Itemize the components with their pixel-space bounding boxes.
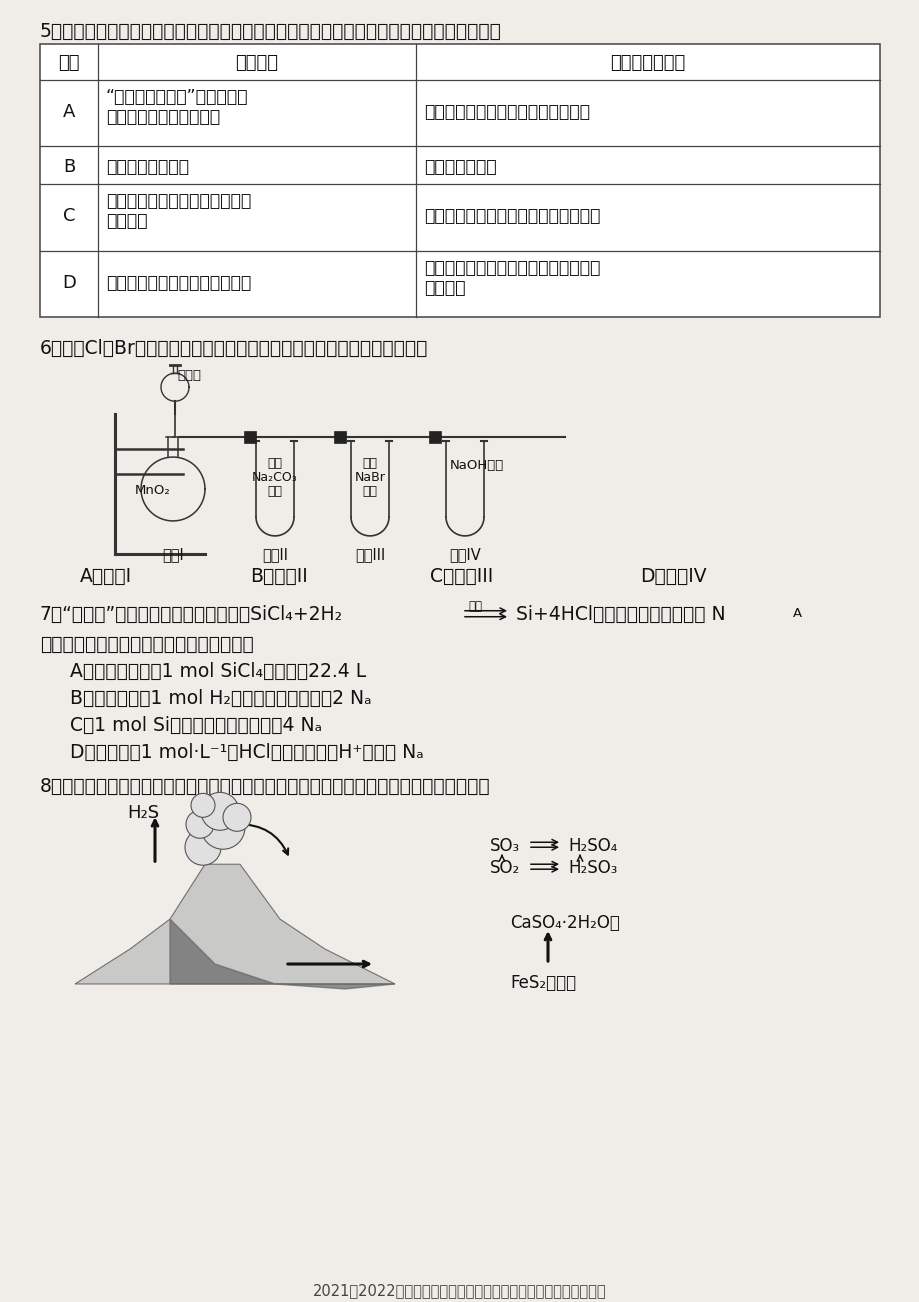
Text: 溶液: 溶液 [267, 486, 282, 497]
Circle shape [200, 806, 244, 849]
Circle shape [185, 829, 221, 866]
Text: 装置I: 装置I [162, 547, 184, 562]
Text: 2021～2022学年佛山市普通高中教学质量检测（一）高三化学试卷: 2021～2022学年佛山市普通高中教学质量检测（一）高三化学试卷 [312, 1284, 607, 1298]
Text: 氨气极易溶于水: 氨气极易溶于水 [424, 158, 496, 176]
Text: 7．“中国芯”的主要原料是单晶硅，反应SiCl₄+2H₂: 7．“中国芯”的主要原料是单晶硅，反应SiCl₄+2H₂ [40, 604, 343, 624]
Text: “日照香炉生紫烟”描述了阳光: “日照香炉生紫烟”描述了阳光 [106, 87, 248, 105]
Text: D．装置IV: D．装置IV [640, 566, 706, 586]
Text: A．标准状况下，1 mol SiCl₄的体积为22.4 L: A．标准状况下，1 mol SiCl₄的体积为22.4 L [70, 661, 366, 681]
Circle shape [186, 810, 214, 838]
Circle shape [191, 793, 215, 818]
Text: 透过水雾形成的唯美景观: 透过水雾形成的唯美景观 [106, 108, 220, 126]
Bar [40, 44, 879, 318]
Text: 8．火山喷发是硫元素在自然界中转化的重要途径，反应过程如图所示。下列说法错误的是: 8．火山喷发是硫元素在自然界中转化的重要途径，反应过程如图所示。下列说法错误的是 [40, 777, 490, 797]
Text: D: D [62, 275, 76, 293]
Circle shape [222, 803, 251, 831]
Text: 为阿伏加德罗常数的值，下列说法正确的是: 为阿伏加德罗常数的值，下列说法正确的是 [40, 634, 254, 654]
Text: 科学家设计精妙的路线合成新药: 科学家设计精妙的路线合成新药 [106, 275, 251, 293]
Text: SO₂: SO₂ [490, 859, 519, 878]
Circle shape [200, 793, 239, 831]
Text: D．常温下，1 mol·L⁻¹的HCl溶液中含有的H⁺数目为 Nₐ: D．常温下，1 mol·L⁻¹的HCl溶液中含有的H⁺数目为 Nₐ [70, 742, 423, 762]
Text: Na₂CO₃: Na₂CO₃ [252, 471, 298, 484]
Polygon shape [75, 865, 394, 984]
Text: 装置IV: 装置IV [448, 547, 481, 562]
Text: 水雾属于气溶胶，能产生丁达尔现象: 水雾属于气溶胶，能产生丁达尔现象 [424, 103, 589, 121]
Polygon shape [170, 919, 394, 990]
Text: A: A [62, 103, 75, 121]
Text: FeS₂等矿物: FeS₂等矿物 [509, 974, 575, 992]
Text: C．1 mol Si中含有的共价键数目为4 Nₐ: C．1 mol Si中含有的共价键数目为4 Nₐ [70, 716, 322, 734]
Text: C: C [62, 207, 75, 224]
Text: NaBr: NaBr [354, 471, 385, 484]
Text: B: B [62, 158, 75, 176]
Text: 溶液: 溶液 [362, 486, 377, 497]
Text: B．当反应消耗1 mol H₂时，转移的电子数为2 Nₐ: B．当反应消耗1 mol H₂时，转移的电子数为2 Nₐ [70, 689, 371, 707]
Text: 分子模型: 分子模型 [106, 211, 147, 229]
Text: C．装置III: C．装置III [429, 566, 493, 586]
Bar [244, 431, 255, 443]
Text: 装置III: 装置III [355, 547, 385, 562]
Text: 装置II: 装置II [262, 547, 288, 562]
Text: CaSO₄·2H₂O等: CaSO₄·2H₂O等 [509, 914, 619, 932]
Text: B．装置II: B．装置II [250, 566, 308, 586]
Text: 5．化学之美美不胜收，值得去品味，去欣赏。下列化学之美与所涉及的化学知识不相符的是: 5．化学之美美不胜收，值得去品味，去欣赏。下列化学之美与所涉及的化学知识不相符的… [40, 22, 502, 40]
Text: A．装置I: A．装置I [80, 566, 132, 586]
Text: 选项: 选项 [58, 53, 80, 72]
Bar [428, 431, 440, 443]
Text: 苯和: 苯和 [362, 457, 377, 470]
Text: 化学知识及应用: 化学知识及应用 [609, 53, 685, 72]
Text: 氨气形成美丽喷泉: 氨气形成美丽喷泉 [106, 158, 188, 176]
Text: H₂SO₃: H₂SO₃ [567, 859, 617, 878]
Text: SO₃: SO₃ [490, 837, 519, 855]
Text: 乙烯、苯、环己烷均为平面轴对称结构: 乙烯、苯、环己烷均为平面轴对称结构 [424, 207, 600, 224]
Text: 高温: 高温 [468, 600, 482, 613]
Text: 用小球、棍棒组装精美的有机物: 用小球、棍棒组装精美的有机物 [106, 191, 251, 210]
Text: 6．比较Cl与Br非金属性强弱的实验装置如图所示，仪器及药品均正确的是: 6．比较Cl与Br非金属性强弱的实验装置如图所示，仪器及药品均正确的是 [40, 340, 428, 358]
Text: 饱和: 饱和 [267, 457, 282, 470]
Text: A: A [792, 607, 801, 620]
Text: 方向进行: 方向进行 [424, 280, 465, 297]
Text: H₂SO₄: H₂SO₄ [567, 837, 617, 855]
Text: MnO₂: MnO₂ [135, 484, 171, 497]
Text: H₂S: H₂S [127, 805, 159, 823]
Text: 化学之美: 化学之美 [235, 53, 278, 72]
Text: Si+4HCl可用于纯硅的制备。设 N: Si+4HCl可用于纯硅的制备。设 N [516, 604, 725, 624]
Bar [334, 431, 346, 443]
Text: 浓盐酸: 浓盐酸 [176, 370, 200, 383]
Text: 使用催化剂可使反应向生成所需药物的: 使用催化剂可使反应向生成所需药物的 [424, 259, 600, 277]
Text: NaOH溶液: NaOH溶液 [449, 460, 504, 473]
